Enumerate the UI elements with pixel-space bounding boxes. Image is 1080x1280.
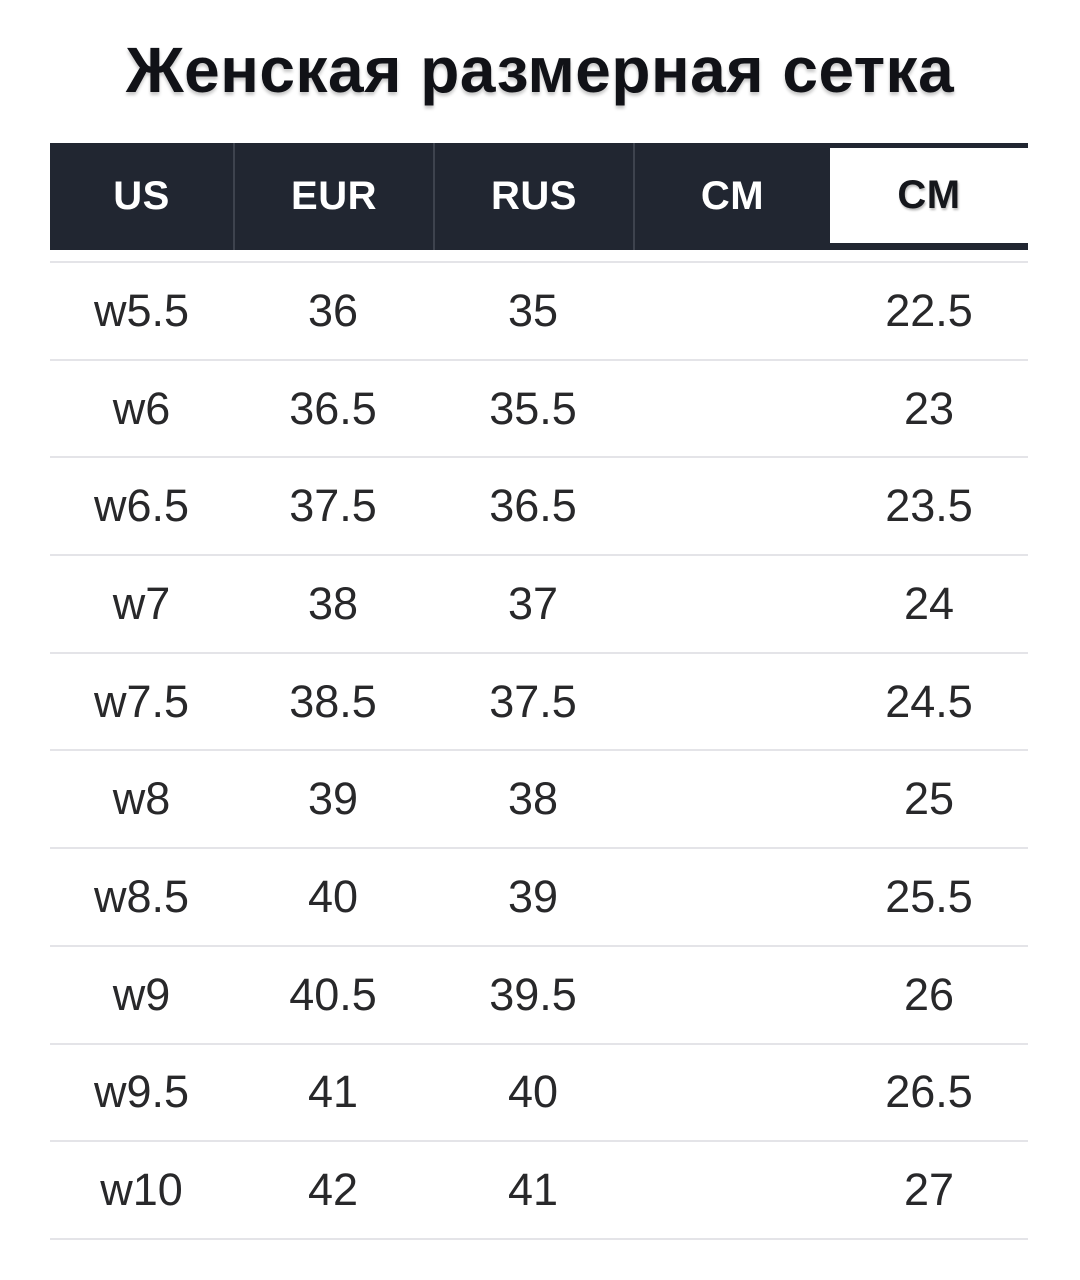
cell-cm-highlight: 24 (903, 577, 955, 629)
cell-rus: 38 (507, 773, 559, 825)
cell-us: w10 (100, 1164, 183, 1216)
header-cell-us: US (113, 174, 170, 218)
cell-us: w9.5 (93, 1066, 190, 1118)
cell-us: w7.5 (93, 675, 190, 727)
cell-rus: 39.5 (489, 968, 577, 1020)
table-row: w10 42 41 27 (50, 1140, 1028, 1238)
table-row: w7.5 38.5 37.5 24.5 (50, 651, 1028, 750)
cell-rus: 35.5 (489, 382, 577, 434)
cell-eur: 39 (307, 773, 359, 825)
cell-cm-highlight: 22.5 (885, 284, 973, 336)
cell-rus: 35 (507, 284, 559, 336)
cell-cm-highlight: 24.5 (885, 675, 973, 727)
header-cell-eur: EUR (233, 143, 433, 250)
cell-cm-highlight: 23.5 (885, 480, 973, 532)
header-cell-cm-highlight: CM (830, 148, 1028, 243)
table-row: w9 40.5 39.5 26 (50, 944, 1028, 1043)
cell-eur: 38 (307, 577, 359, 629)
header-cell-cm: CM (633, 143, 830, 250)
table-row: w6.5 37.5 36.5 23.5 (50, 456, 1028, 554)
table-row: w6 36.5 35.5 23 (50, 358, 1028, 457)
page-title: Женская размерная сетка (125, 34, 955, 106)
cell-us: w9 (112, 968, 171, 1020)
cell-eur: 40.5 (289, 968, 377, 1020)
cell-us: w7 (112, 577, 171, 629)
cell-us: w8 (112, 773, 171, 825)
table-row: w8 39 38 25 (50, 749, 1028, 847)
size-table-body: w5.5 36 35 22.5 w6 36.5 35.5 23 w6.5 37.… (50, 261, 1028, 1240)
cell-cm-highlight: 27 (903, 1164, 955, 1216)
cell-cm-highlight: 25.5 (885, 870, 973, 922)
cell-eur: 38.5 (289, 675, 377, 727)
cell-eur: 36.5 (289, 382, 377, 434)
cell-cm-highlight: 26.5 (885, 1066, 973, 1118)
cell-us: w6.5 (93, 480, 190, 532)
cell-cm-highlight: 26 (903, 968, 955, 1020)
header-cell-rus: RUS (433, 143, 633, 250)
cell-cm-highlight: 23 (903, 382, 955, 434)
table-row: w9.5 41 40 26.5 (50, 1042, 1028, 1141)
size-table-header-row: US EUR RUS CM CM (50, 143, 1028, 250)
cell-rus: 40 (507, 1066, 559, 1118)
cell-eur: 41 (307, 1066, 359, 1118)
cell-cm-highlight: 25 (903, 773, 955, 825)
cell-eur: 42 (307, 1164, 359, 1216)
cell-us: w8.5 (93, 870, 190, 922)
table-row: w7 38 37 24 (50, 554, 1028, 652)
cell-us: w5.5 (93, 284, 190, 336)
cell-eur: 40 (307, 870, 359, 922)
size-table[interactable]: US EUR RUS CM CM w5.5 36 35 22.5 w6 36.5… (50, 143, 1028, 1240)
cell-rus: 41 (507, 1164, 559, 1216)
cell-eur: 36 (307, 284, 359, 336)
cell-us: w6 (112, 382, 171, 434)
table-row: w8.5 40 39 25.5 (50, 847, 1028, 945)
cell-rus: 37.5 (489, 675, 577, 727)
cell-eur: 37.5 (289, 480, 377, 532)
cell-rus: 37 (507, 577, 559, 629)
cell-rus: 36.5 (489, 480, 577, 532)
table-row: w5.5 36 35 22.5 (50, 261, 1028, 359)
cell-rus: 39 (507, 870, 559, 922)
